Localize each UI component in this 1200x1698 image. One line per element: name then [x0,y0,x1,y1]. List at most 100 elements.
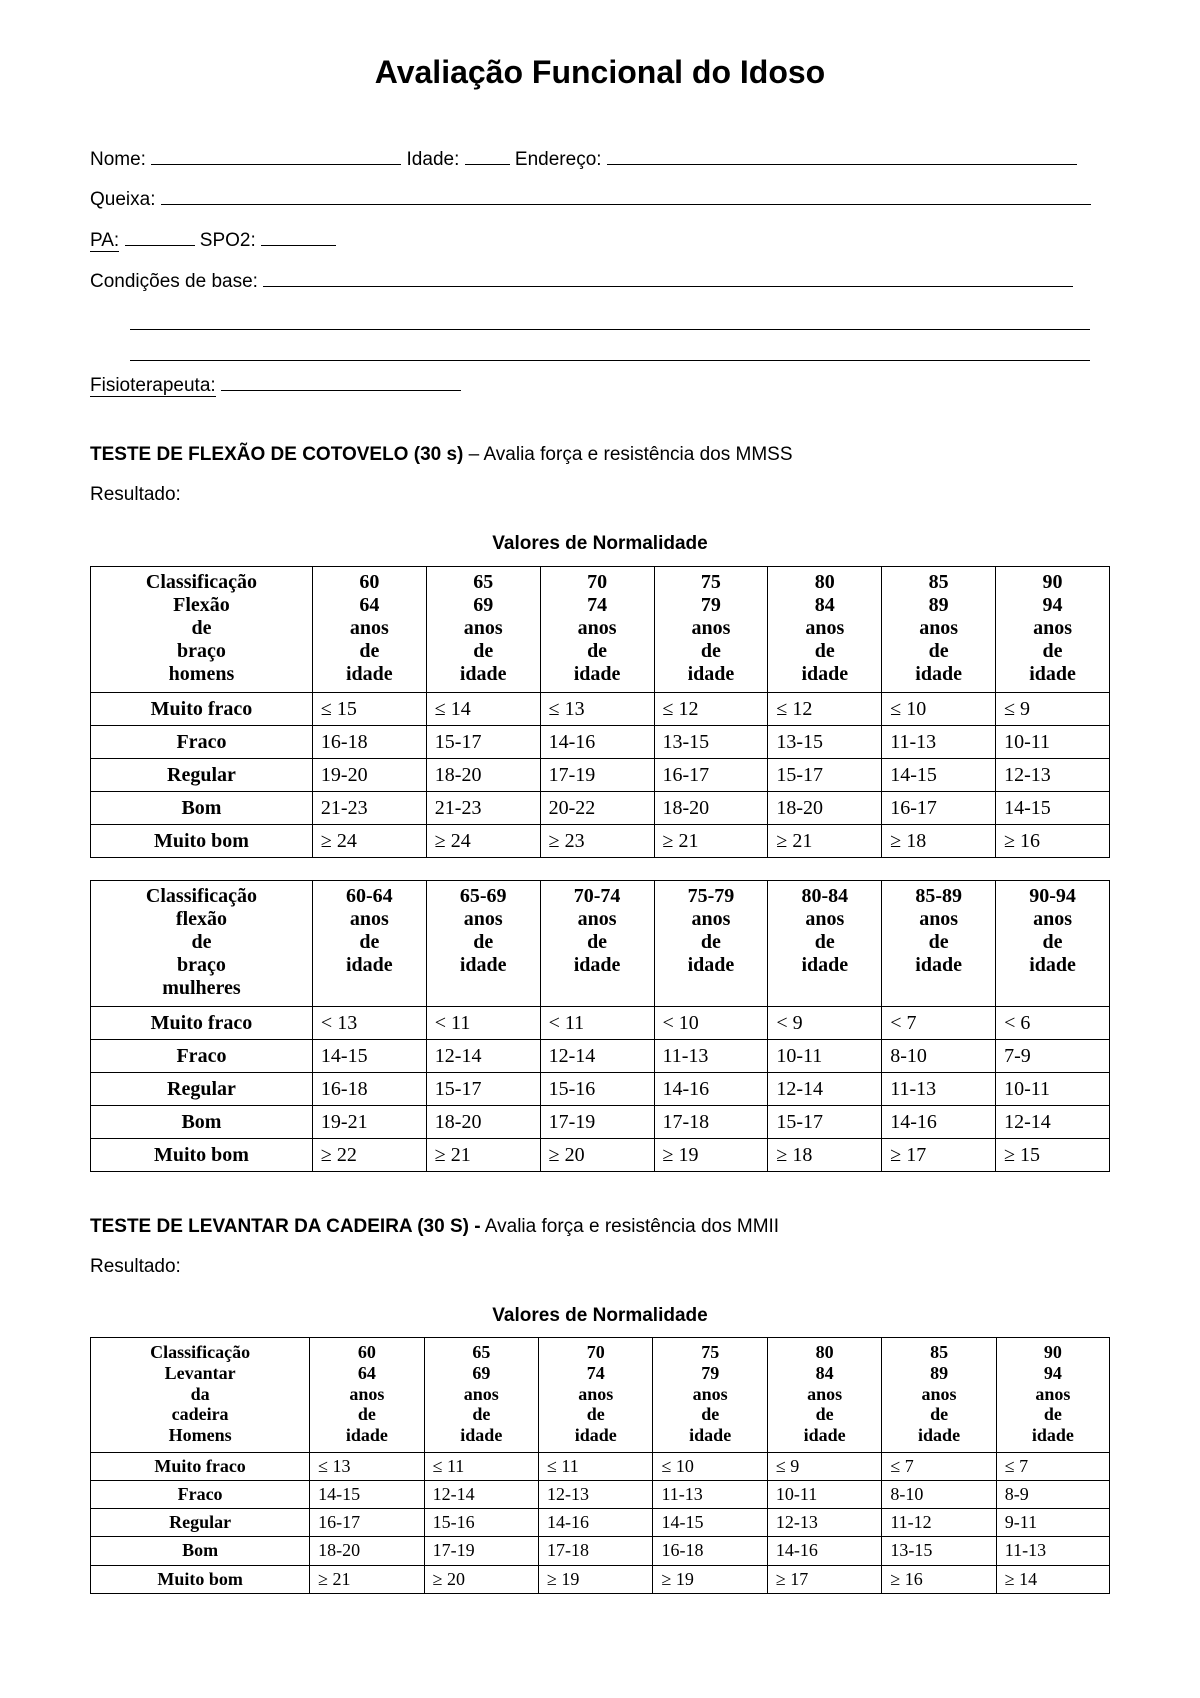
table-row: Bom21-2321-2320-2218-2018-2016-1714-15 [91,791,1110,824]
field-endereco[interactable] [607,145,1077,165]
table-cell: ≥ 17 [882,1138,996,1171]
table-cell: Bom [91,1105,313,1138]
field-condicoes-extra-1[interactable] [130,307,1090,330]
col-header: 8084anosdeidade [768,566,882,692]
table-cell: 14-16 [767,1537,881,1565]
col-header: 7074anosdeidade [539,1338,653,1452]
table-cell: 8-10 [882,1480,996,1508]
field-nome[interactable] [151,145,401,165]
table-cell: ≥ 24 [426,824,540,857]
table-cell: 12-14 [768,1072,882,1105]
table-cell: ≥ 20 [424,1565,538,1593]
col-header: 8589anosdeidade [882,1338,996,1452]
table-cell: < 13 [312,1006,426,1039]
table-cell: 11-13 [882,725,996,758]
table-cell: 21-23 [312,791,426,824]
table-cell: < 6 [996,1006,1110,1039]
label-nome: Nome: [90,149,146,170]
table-cell: 17-19 [424,1537,538,1565]
table-cell: 11-13 [654,1039,768,1072]
page-title: Avaliação Funcional do Idoso [90,50,1110,95]
field-pa[interactable] [125,226,195,246]
table-cell: ≤ 7 [882,1452,996,1480]
table-cell: 10-11 [996,725,1110,758]
table-cell: ≥ 23 [540,824,654,857]
table-cell: ≥ 15 [996,1138,1110,1171]
table-cell: 16-18 [312,725,426,758]
table-cell: ≥ 19 [653,1565,767,1593]
table-cell: 15-17 [768,758,882,791]
table-cell: 11-13 [882,1072,996,1105]
table-cell: 16-17 [654,758,768,791]
col-header: 6064anosdeidade [312,566,426,692]
table-cell: 18-20 [310,1537,424,1565]
table-flexao-homens: ClassificaçãoFlexãodebraçohomens6064anos… [90,566,1110,858]
col-header: 8084anosdeidade [767,1338,881,1452]
table-cell: 10-11 [768,1039,882,1072]
table-cell: Regular [91,1509,310,1537]
table-cell: ≤ 15 [312,692,426,725]
table-cell: 17-19 [540,1105,654,1138]
col-header: 9094anosdeidade [996,1338,1109,1452]
col-header: 7074anosdeidade [540,566,654,692]
table-cell: 12-13 [539,1480,653,1508]
table-cell: Regular [91,758,313,791]
field-fisio[interactable] [221,371,461,391]
field-spo2[interactable] [261,226,336,246]
table-cell: 12-13 [767,1509,881,1537]
col-header: 8589anosdeidade [882,566,996,692]
table-row: Regular16-1715-1614-1614-1512-1311-129-1… [91,1509,1110,1537]
field-queixa[interactable] [161,185,1091,205]
table-cell: 21-23 [426,791,540,824]
table-cell: ≥ 21 [310,1565,424,1593]
col-header: 9094anosdeidade [996,566,1110,692]
table-cell: ≥ 21 [654,824,768,857]
table-cell: Muito bom [91,1138,313,1171]
table-cell: ≤ 13 [310,1452,424,1480]
table-cell: 14-16 [882,1105,996,1138]
cadeira-caption: Valores de Normalidade [90,1303,1110,1330]
table-cell: 15-16 [424,1509,538,1537]
field-condicoes[interactable] [263,267,1073,287]
col-header: 6569anosdeidade [424,1338,538,1452]
col-header: 6569anosdeidade [426,566,540,692]
section-flexao-rest: – Avalia força e resistência dos MMSS [463,444,792,465]
label-pa: PA: [90,230,119,252]
col-header: ClassificaçãoLevantardacadeiraHomens [91,1338,310,1452]
table-cell: ≥ 22 [312,1138,426,1171]
table-cell: Fraco [91,1039,313,1072]
table-cell: 12-14 [424,1480,538,1508]
col-header: 70-74anosdeidade [540,880,654,1006]
table-cell: 12-14 [540,1039,654,1072]
flexao-resultado-label: Resultado: [90,482,1110,509]
table-cell: ≤ 14 [426,692,540,725]
table-row: Muito bom≥ 22≥ 21≥ 20≥ 19≥ 18≥ 17≥ 15 [91,1138,1110,1171]
table-cell: Fraco [91,725,313,758]
table-cell: Fraco [91,1480,310,1508]
table-cell: ≥ 21 [768,824,882,857]
table-cell: ≤ 11 [424,1452,538,1480]
table-cell: < 10 [654,1006,768,1039]
table-cell: 17-19 [540,758,654,791]
table-row: Bom18-2017-1917-1816-1814-1613-1511-13 [91,1537,1110,1565]
section-flexao-title: TESTE DE FLEXÃO DE COTOVELO (30 s) – Ava… [90,442,1110,469]
table-cell: ≥ 18 [768,1138,882,1171]
table-cell: Muito fraco [91,692,313,725]
field-idade[interactable] [465,145,510,165]
table-cell: Muito fraco [91,1006,313,1039]
table-cell: ≥ 16 [882,1565,996,1593]
table-cell: ≤ 12 [768,692,882,725]
table-cell: 10-11 [767,1480,881,1508]
table-flexao-mulheres: Classificaçãoflexãodebraçomulheres60-64a… [90,880,1110,1172]
table-cadeira-homens: ClassificaçãoLevantardacadeiraHomens6064… [90,1337,1110,1593]
row-condicoes: Condições de base: [90,267,1110,296]
table-cell: < 11 [540,1006,654,1039]
table-cell: 16-18 [312,1072,426,1105]
label-condicoes: Condições de base: [90,271,258,292]
field-condicoes-extra-2[interactable] [130,338,1090,361]
label-spo2: SPO2: [200,230,256,251]
col-header: 75-79anosdeidade [654,880,768,1006]
table-cell: 11-12 [882,1509,996,1537]
row-pa-spo2: PA: SPO2: [90,226,1110,255]
table-cell: 11-13 [653,1480,767,1508]
